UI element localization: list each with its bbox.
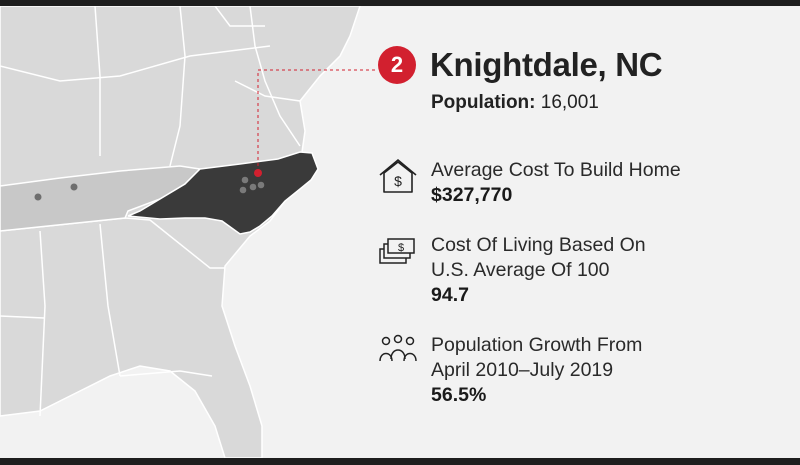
land-mass <box>0 6 361 458</box>
house-dollar-icon: $ <box>379 158 417 193</box>
location-marker <box>254 169 262 177</box>
stat-label-line-1: Population Growth From <box>431 334 643 356</box>
svg-text:$: $ <box>398 242 404 254</box>
rank-badge: 2 <box>378 46 416 84</box>
population-line: Population: 16,001 <box>431 92 599 114</box>
infographic-panel: 2 Knightdale, NC Population: 16,001 $ Av… <box>0 6 800 458</box>
stat-value: 94.7 <box>431 284 469 306</box>
people-group-icon <box>379 334 417 362</box>
stat-label-line-2: U.S. Average Of 100 <box>431 259 610 281</box>
population-label: Population: <box>431 92 536 113</box>
stat-value: $327,770 <box>431 184 513 206</box>
leader-line <box>257 69 378 172</box>
stat-value: 56.5% <box>431 384 487 406</box>
population-value: 16,001 <box>540 92 599 113</box>
svg-text:$: $ <box>394 173 402 189</box>
stat-label-line-2: April 2010–July 2019 <box>431 359 614 381</box>
title-row: 2 Knightdale, NC <box>378 46 663 84</box>
stat-label: Average Cost To Build Home <box>431 159 681 181</box>
city-name: Knightdale, NC <box>430 46 663 83</box>
highlighted-state <box>127 151 319 235</box>
us-southeast-map <box>0 6 378 458</box>
money-stack-icon: $ <box>379 238 415 264</box>
state-borders <box>0 6 301 417</box>
stat-label-line-1: Cost Of Living Based On <box>431 234 646 256</box>
neighbor-city-dot <box>34 193 42 201</box>
city-cluster <box>239 176 265 194</box>
neighbor-city-dot <box>70 183 78 191</box>
